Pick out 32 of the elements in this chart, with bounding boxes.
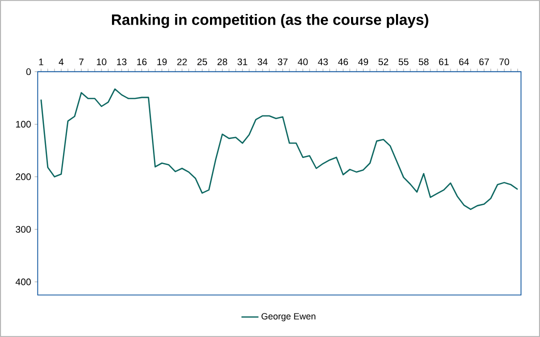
x-tick-label: 52 bbox=[378, 58, 388, 66]
y-tick-label: 100 bbox=[16, 120, 31, 128]
x-tick-label: 67 bbox=[479, 58, 489, 66]
x-tick-label: 37 bbox=[278, 58, 288, 66]
y-tick-label: 300 bbox=[16, 226, 31, 233]
x-tick-label: 10 bbox=[96, 58, 106, 66]
x-tick-label: 22 bbox=[177, 58, 187, 66]
x-tick-label: 7 bbox=[79, 58, 84, 66]
x-tick-label: 19 bbox=[157, 58, 167, 66]
x-tick-label: 70 bbox=[499, 58, 510, 66]
y-tick-label: 0 bbox=[26, 68, 31, 76]
x-tick-label: 16 bbox=[137, 58, 147, 66]
x-tick-label: 61 bbox=[439, 58, 449, 66]
x-tick-label: 25 bbox=[197, 58, 208, 66]
line-series bbox=[40, 88, 518, 210]
y-tick-label: 200 bbox=[16, 173, 31, 180]
x-tick-label: 58 bbox=[418, 58, 429, 66]
x-tick-label: 46 bbox=[338, 58, 348, 66]
x-tick-label: 4 bbox=[58, 58, 64, 66]
x-tick-label: 28 bbox=[218, 58, 228, 66]
x-tick-label: 1 bbox=[39, 58, 44, 66]
x-tick-label: 43 bbox=[318, 58, 328, 66]
x-tick-label: 31 bbox=[238, 58, 248, 66]
chart-title: Ranking in competition (as the course plays) bbox=[112, 14, 428, 28]
legend-label: George Ewen bbox=[262, 313, 316, 322]
x-tick-label: 34 bbox=[258, 58, 268, 66]
x-tick-label: 13 bbox=[117, 58, 126, 66]
y-tick-label: 400 bbox=[16, 278, 31, 286]
x-tick-label: 64 bbox=[459, 58, 469, 66]
x-tick-label: 55 bbox=[398, 58, 408, 66]
x-tick-label: 40 bbox=[298, 58, 308, 66]
x-tick-label: 49 bbox=[358, 58, 368, 66]
